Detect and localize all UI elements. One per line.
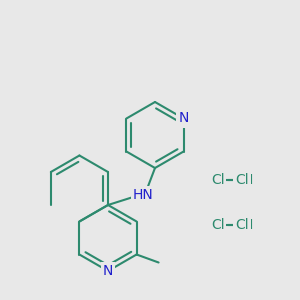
Text: N: N [103, 264, 113, 278]
Text: Cl: Cl [211, 218, 225, 232]
Text: HN: HN [133, 188, 153, 202]
Text: H: H [245, 173, 255, 187]
Text: Cl: Cl [235, 173, 249, 187]
Text: H: H [243, 173, 253, 187]
Text: —: — [233, 218, 247, 232]
Text: H: H [245, 218, 255, 232]
Text: H: H [243, 218, 253, 232]
Text: Cl: Cl [235, 218, 249, 232]
Text: N: N [178, 112, 189, 125]
Text: —: — [233, 173, 247, 187]
Text: Cl: Cl [211, 173, 225, 187]
